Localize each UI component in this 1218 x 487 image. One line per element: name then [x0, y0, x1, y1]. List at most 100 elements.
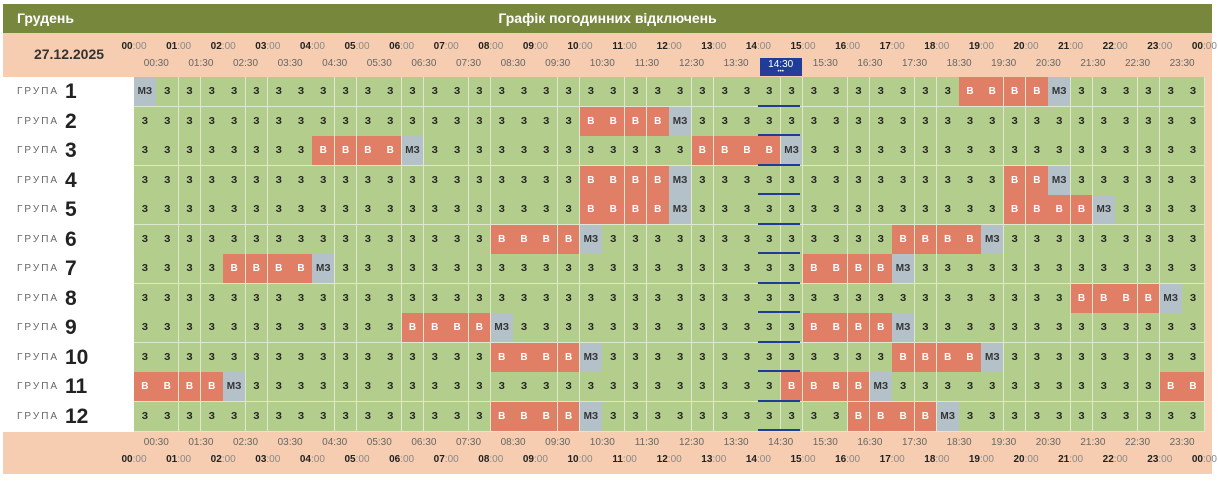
- hour-label: 08: [478, 454, 490, 465]
- schedule-cell: З: [1048, 106, 1072, 137]
- schedule-cell: В: [1003, 195, 1027, 225]
- current-time-indicator: •••: [759, 69, 802, 76]
- schedule-cell: З: [1070, 165, 1094, 196]
- schedule-cell: В: [178, 372, 202, 402]
- schedule-cell: З: [446, 401, 469, 432]
- schedule-cell: З: [624, 401, 648, 432]
- schedule-cell: З: [1182, 77, 1205, 107]
- schedule-cell: З: [446, 254, 469, 284]
- top-hour-tick: 07:00: [426, 41, 466, 52]
- schedule-cell: З: [446, 342, 469, 373]
- hour-label: 14: [745, 454, 757, 465]
- schedule-cell: З: [223, 165, 246, 196]
- schedule-cell: З: [468, 165, 492, 196]
- schedule-cell: З: [914, 195, 938, 225]
- schedule-cell: З: [267, 165, 291, 196]
- schedule-cell: З: [156, 136, 180, 166]
- schedule-cell: В: [892, 342, 915, 373]
- top-half-tick: 03:30: [277, 58, 303, 69]
- schedule-cell: З: [1115, 254, 1138, 284]
- group-number: 1: [65, 80, 77, 103]
- schedule-cell: З: [312, 283, 336, 314]
- schedule-cell: З: [245, 283, 269, 314]
- minute-label: :00: [489, 41, 504, 52]
- schedule-cell: З: [847, 165, 871, 196]
- bottom-half-tick: 22:30: [1124, 437, 1151, 448]
- bottom-hour-tick: 23:00: [1140, 454, 1180, 465]
- schedule-cell: З: [468, 195, 492, 225]
- schedule-cell: В: [869, 401, 893, 432]
- schedule-cell: З: [825, 106, 849, 137]
- hour-label: 21: [1058, 41, 1070, 52]
- schedule-cell: В: [1003, 165, 1027, 196]
- schedule-cell: З: [914, 313, 938, 343]
- schedule-cell: МЗ: [1048, 165, 1072, 196]
- hour-label: 04: [299, 454, 311, 465]
- hour-label: 07: [433, 454, 445, 465]
- minute-label: :00: [1069, 41, 1084, 52]
- schedule-cell: З: [200, 195, 224, 225]
- schedule-cell: З: [312, 313, 336, 343]
- schedule-cell: З: [646, 224, 670, 255]
- schedule-cell: З: [758, 313, 782, 343]
- schedule-cell: З: [602, 224, 626, 255]
- bottom-half-tick: 01:30: [188, 437, 214, 448]
- minute-label: :00: [1158, 41, 1173, 52]
- schedule-cell: З: [624, 313, 648, 343]
- group-name: ГРУПА: [17, 351, 60, 363]
- hour-label: 05: [344, 41, 356, 52]
- schedule-cell: З: [156, 342, 180, 373]
- schedule-cell: В: [847, 372, 871, 402]
- schedule-cell: З: [535, 313, 559, 343]
- schedule-cell: З: [334, 224, 358, 255]
- schedule-cell: З: [379, 106, 403, 137]
- schedule-cell: З: [669, 313, 692, 343]
- schedule-cell: З: [334, 313, 358, 343]
- schedule-cell: З: [691, 283, 715, 314]
- schedule-cell: З: [602, 254, 626, 284]
- schedule-cell: З: [803, 106, 826, 137]
- schedule-cell: З: [490, 77, 514, 107]
- schedule-cell: З: [869, 224, 893, 255]
- schedule-cell: З: [624, 136, 648, 166]
- schedule-cell: З: [869, 136, 893, 166]
- schedule-cell: З: [423, 136, 447, 166]
- schedule-cell: З: [713, 401, 737, 432]
- schedule-cell: З: [1070, 136, 1094, 166]
- schedule-cell: З: [513, 313, 536, 343]
- date-label: 27.12.2025: [33, 46, 105, 62]
- current-time-line: [758, 399, 801, 402]
- bottom-hour-tick: 08:00: [471, 454, 511, 465]
- top-hour-tick: 03:00: [248, 41, 288, 52]
- schedule-cell: З: [981, 254, 1005, 284]
- schedule-cell: З: [1026, 313, 1049, 343]
- minute-label: :00: [132, 41, 147, 52]
- schedule-cell: З: [200, 136, 224, 166]
- bottom-half-tick: 20:30: [1035, 437, 1061, 448]
- schedule-cell: З: [825, 165, 849, 196]
- top-half-tick: 23:30: [1169, 58, 1195, 69]
- group-label: ГРУПА 5: [3, 195, 136, 225]
- schedule-cell: З: [669, 372, 692, 402]
- schedule-cell: З: [178, 283, 202, 314]
- minute-label: :00: [801, 454, 816, 465]
- schedule-cell: З: [847, 283, 871, 314]
- schedule-cell: З: [134, 106, 157, 137]
- schedule-cell: В: [803, 254, 826, 284]
- hour-label: 16: [835, 454, 847, 465]
- schedule-cell: З: [1159, 342, 1183, 373]
- schedule-cell: З: [1115, 342, 1138, 373]
- schedule-cell: З: [446, 372, 469, 402]
- schedule-cell: В: [1182, 372, 1205, 402]
- bottom-hour-tick: 20:00: [1006, 454, 1046, 465]
- schedule-cell: З: [580, 372, 603, 402]
- schedule-cell: З: [134, 401, 157, 432]
- group-number: 9: [65, 316, 77, 339]
- schedule-cell: З: [357, 254, 380, 284]
- minute-label: :00: [266, 41, 281, 52]
- bottom-hour-tick: 13:00: [694, 454, 734, 465]
- schedule-cell: З: [178, 313, 202, 343]
- schedule-cell: В: [914, 342, 938, 373]
- schedule-cell: З: [245, 195, 269, 225]
- hour-label: 10: [567, 41, 579, 52]
